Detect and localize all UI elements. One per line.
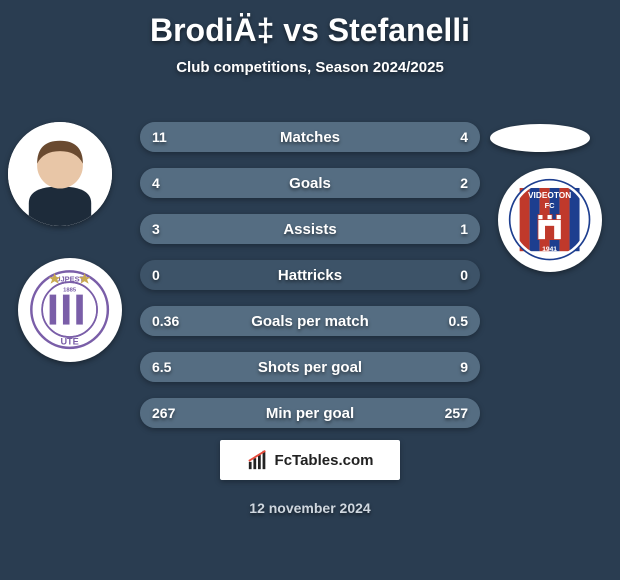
stat-label: Min per goal [140,398,480,428]
stats-panel: 114Matches 42Goals 31Assists 00Hattricks 0.3… [140,122,480,444]
stat-row: 00Hattricks [140,260,480,290]
svg-text:UJPEST: UJPEST [55,275,84,284]
club-crest-left: UJPEST 1885 UTE [18,258,122,362]
player-avatar-left [8,122,112,226]
stat-label: Matches [140,122,480,152]
svg-text:UTE: UTE [61,337,79,347]
person-icon [8,122,112,226]
stat-row: 31Assists [140,214,480,244]
stat-row: 6.59Shots per goal [140,352,480,382]
stat-row: 114Matches [140,122,480,152]
stat-label: Shots per goal [140,352,480,382]
stat-label: Goals [140,168,480,198]
page-title: BrodiÄ‡ vs Stefanelli [0,0,620,49]
svg-text:VIDEOTON: VIDEOTON [528,190,571,200]
stat-label: Hattricks [140,260,480,290]
date-label: 12 november 2024 [0,500,620,516]
club-crest-right: VIDEOTON FC 1941 [498,168,602,272]
page-subtitle: Club competitions, Season 2024/2025 [0,59,620,76]
svg-text:FC: FC [545,201,556,210]
videoton-crest-icon: VIDEOTON FC 1941 [508,178,591,261]
fctables-logo-icon [247,449,269,471]
svg-text:1941: 1941 [543,247,558,254]
brand-box[interactable]: FcTables.com [220,440,400,480]
stat-row: 267257Min per goal [140,398,480,428]
svg-text:1885: 1885 [64,288,78,294]
ujpest-crest-icon: UJPEST 1885 UTE [28,268,111,351]
stat-row: 0.360.5Goals per match [140,306,480,336]
stat-label: Assists [140,214,480,244]
stat-row: 42Goals [140,168,480,198]
stat-label: Goals per match [140,306,480,336]
player-avatar-right [490,124,590,152]
brand-text: FcTables.com [275,452,374,469]
